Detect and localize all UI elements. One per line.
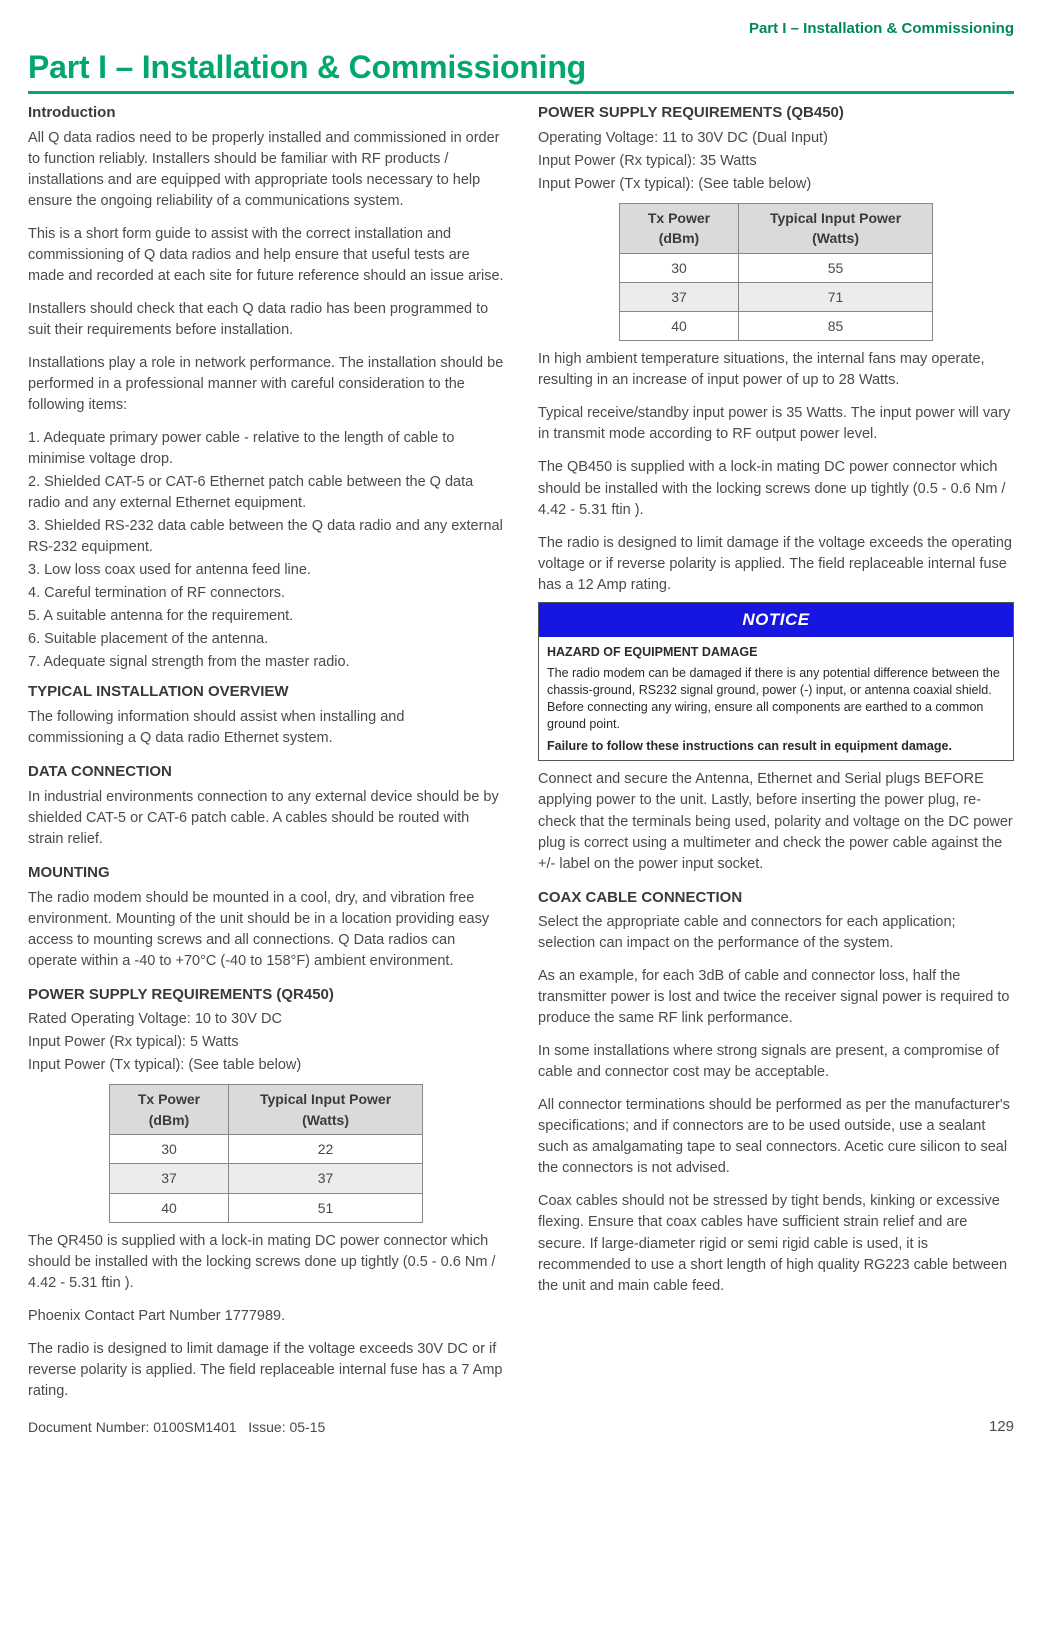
spec-line: Input Power (Rx typical): 35 Watts	[538, 151, 1014, 172]
ccc-p5: Coax cables should not be stressed by ti…	[538, 1191, 1014, 1296]
table-header: Tx Power (dBm)	[109, 1085, 228, 1135]
table-cell: 40	[109, 1193, 228, 1222]
breadcrumb: Part I – Installation & Commissioning	[28, 18, 1014, 40]
list-item: 1. Adequate primary power cable - relati…	[28, 428, 504, 470]
issue-number: Issue: 05-15	[248, 1419, 325, 1435]
notice-subheading: HAZARD OF EQUIPMENT DAMAGE	[547, 644, 1005, 661]
qb450-p3: The QB450 is supplied with a lock-in mat…	[538, 457, 1014, 520]
intro-p3: Installers should check that each Q data…	[28, 299, 504, 341]
notice-body: HAZARD OF EQUIPMENT DAMAGE The radio mod…	[539, 637, 1013, 760]
qr450-p3: The radio is designed to limit damage if…	[28, 1339, 504, 1402]
table-cell: 85	[739, 312, 933, 341]
qr450-power-table: Tx Power (dBm) Typical Input Power (Watt…	[109, 1084, 423, 1222]
page-title: Part I – Installation & Commissioning	[28, 44, 1014, 90]
dc-heading: DATA CONNECTION	[28, 761, 504, 783]
qb450-p2: Typical receive/standby input power is 3…	[538, 403, 1014, 445]
psr-qb450-specs: Operating Voltage: 11 to 30V DC (Dual In…	[538, 128, 1014, 195]
notice-title: NOTICE	[539, 603, 1013, 638]
list-item: 5. A suitable antenna for the requiremen…	[28, 606, 504, 627]
table-cell: 30	[619, 253, 738, 282]
table-row: 37 71	[619, 282, 932, 311]
ccc-p4: All connector terminations should be per…	[538, 1095, 1014, 1179]
table-header: Tx Power (dBm)	[619, 203, 738, 253]
qb450-p4: The radio is designed to limit damage if…	[538, 533, 1014, 596]
tio-p: The following information should assist …	[28, 707, 504, 749]
table-cell: 40	[619, 312, 738, 341]
intro-p1: All Q data radios need to be properly in…	[28, 128, 504, 212]
tio-heading: TYPICAL INSTALLATION OVERVIEW	[28, 681, 504, 703]
doc-number: Document Number: 0100SM1401	[28, 1419, 237, 1435]
list-item: 3. Shielded RS-232 data cable between th…	[28, 516, 504, 558]
footer-left: Document Number: 0100SM1401 Issue: 05-15	[28, 1417, 325, 1437]
left-column: Introduction All Q data radios need to b…	[28, 102, 504, 1406]
ccc-p3: In some installations where strong signa…	[538, 1041, 1014, 1083]
table-row: 30 22	[109, 1135, 422, 1164]
right-column: POWER SUPPLY REQUIREMENTS (QB450) Operat…	[538, 102, 1014, 1406]
spec-line: Input Power (Tx typical): (See table bel…	[538, 174, 1014, 195]
list-item: 3. Low loss coax used for antenna feed l…	[28, 560, 504, 581]
table-row: 37 37	[109, 1164, 422, 1193]
qb450-power-table: Tx Power (dBm) Typical Input Power (Watt…	[619, 203, 933, 341]
intro-p2: This is a short form guide to assist wit…	[28, 224, 504, 287]
intro-p4: Installations play a role in network per…	[28, 353, 504, 416]
table-row: 40 85	[619, 312, 932, 341]
spec-line: Input Power (Tx typical): (See table bel…	[28, 1055, 504, 1076]
page-footer: Document Number: 0100SM1401 Issue: 05-15…	[28, 1416, 1014, 1438]
table-row: 30 55	[619, 253, 932, 282]
title-rule	[28, 91, 1014, 94]
psr-qb450-heading: POWER SUPPLY REQUIREMENTS (QB450)	[538, 102, 1014, 124]
notice-box: NOTICE HAZARD OF EQUIPMENT DAMAGE The ra…	[538, 602, 1014, 762]
qr450-p1: The QR450 is supplied with a lock-in mat…	[28, 1231, 504, 1294]
table-header: Typical Input Power (Watts)	[229, 1085, 423, 1135]
qr450-p2: Phoenix Contact Part Number 1777989.	[28, 1306, 504, 1327]
intro-heading: Introduction	[28, 102, 504, 124]
dc-p: In industrial environments connection to…	[28, 787, 504, 850]
list-item: 6. Suitable placement of the antenna.	[28, 629, 504, 650]
mt-p: The radio modem should be mounted in a c…	[28, 888, 504, 972]
notice-footer: Failure to follow these instructions can…	[547, 738, 1005, 755]
qb450-p1: In high ambient temperature situations, …	[538, 349, 1014, 391]
table-cell: 30	[109, 1135, 228, 1164]
table-header-row: Tx Power (dBm) Typical Input Power (Watt…	[109, 1085, 422, 1135]
table-cell: 22	[229, 1135, 423, 1164]
ccc-p1: Select the appropriate cable and connect…	[538, 912, 1014, 954]
page-number: 129	[989, 1416, 1014, 1438]
mt-heading: MOUNTING	[28, 862, 504, 884]
list-item: 7. Adequate signal strength from the mas…	[28, 652, 504, 673]
table-cell: 71	[739, 282, 933, 311]
spec-line: Input Power (Rx typical): 5 Watts	[28, 1032, 504, 1053]
table-header: Typical Input Power (Watts)	[739, 203, 933, 253]
table-cell: 37	[109, 1164, 228, 1193]
content-columns: Introduction All Q data radios need to b…	[28, 102, 1014, 1406]
spec-line: Rated Operating Voltage: 10 to 30V DC	[28, 1009, 504, 1030]
psr-qr450-specs: Rated Operating Voltage: 10 to 30V DC In…	[28, 1009, 504, 1076]
connect-p: Connect and secure the Antenna, Ethernet…	[538, 769, 1014, 874]
notice-text: The radio modem can be damaged if there …	[547, 665, 1005, 733]
install-list: 1. Adequate primary power cable - relati…	[28, 428, 504, 673]
table-cell: 37	[619, 282, 738, 311]
table-header-row: Tx Power (dBm) Typical Input Power (Watt…	[619, 203, 932, 253]
table-cell: 55	[739, 253, 933, 282]
table-row: 40 51	[109, 1193, 422, 1222]
table-cell: 37	[229, 1164, 423, 1193]
ccc-heading: COAX CABLE CONNECTION	[538, 887, 1014, 909]
spec-line: Operating Voltage: 11 to 30V DC (Dual In…	[538, 128, 1014, 149]
list-item: 4. Careful termination of RF connectors.	[28, 583, 504, 604]
table-cell: 51	[229, 1193, 423, 1222]
psr-qr450-heading: POWER SUPPLY REQUIREMENTS (QR450)	[28, 984, 504, 1006]
ccc-p2: As an example, for each 3dB of cable and…	[538, 966, 1014, 1029]
list-item: 2. Shielded CAT-5 or CAT-6 Ethernet patc…	[28, 472, 504, 514]
